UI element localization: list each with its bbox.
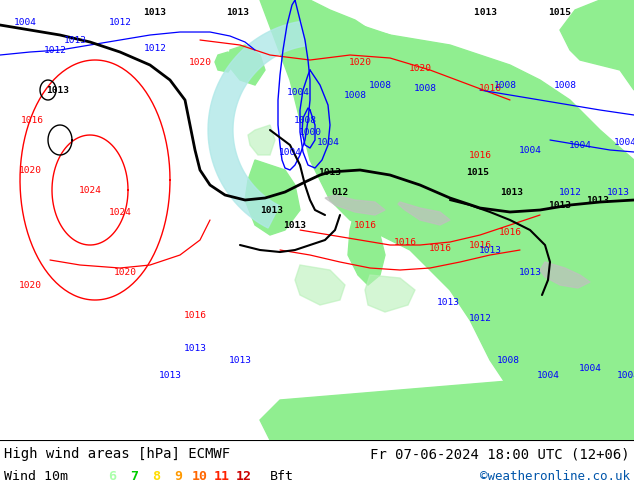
Text: 1013: 1013 [548,200,571,210]
Text: 1013: 1013 [436,297,460,307]
Polygon shape [540,262,590,288]
Text: 1020: 1020 [18,280,41,290]
Text: 1013: 1013 [63,35,86,45]
Text: 1013: 1013 [474,7,502,17]
Text: 1013: 1013 [46,86,70,95]
Text: 1008: 1008 [344,91,366,99]
Text: 1016: 1016 [469,150,491,160]
Text: 1012: 1012 [108,18,131,26]
Text: 1012: 1012 [559,188,581,196]
Text: 012: 012 [332,188,349,196]
Text: 7: 7 [130,469,138,483]
Text: 1020: 1020 [349,57,372,67]
Text: High wind areas [hPa] ECMWF: High wind areas [hPa] ECMWF [4,447,230,461]
Text: 8: 8 [152,469,160,483]
Polygon shape [295,265,345,305]
Polygon shape [208,22,305,228]
Text: 1000: 1000 [299,127,321,137]
Text: 1004: 1004 [614,138,634,147]
Text: 1004: 1004 [519,146,541,154]
Text: 1016: 1016 [20,116,44,124]
Text: 1013: 1013 [519,268,541,276]
Text: 1016: 1016 [394,238,417,246]
Polygon shape [228,45,265,85]
Text: 12: 12 [236,469,252,483]
Text: 1004: 1004 [569,141,592,149]
Text: 1013: 1013 [607,188,630,196]
Text: 1020: 1020 [18,166,41,174]
Polygon shape [348,210,385,285]
Polygon shape [260,0,634,440]
Text: 1012: 1012 [143,44,167,52]
Text: Fr 07-06-2024 18:00 UTC (12+06): Fr 07-06-2024 18:00 UTC (12+06) [370,447,630,461]
Text: 1013: 1013 [500,188,524,196]
Text: 1008: 1008 [553,80,576,90]
Text: 1013: 1013 [479,245,501,254]
Text: 1020: 1020 [188,57,212,67]
Text: 1016: 1016 [354,220,377,229]
Text: 1004: 1004 [278,147,302,156]
Text: 1020: 1020 [113,268,136,276]
Text: Bft: Bft [270,469,294,483]
Text: 1016: 1016 [469,241,491,249]
Polygon shape [398,202,450,225]
Polygon shape [325,195,385,215]
Text: 1013: 1013 [228,356,252,365]
Text: 1016: 1016 [429,244,451,252]
Polygon shape [270,0,400,100]
Text: 10: 10 [192,469,208,483]
Polygon shape [425,240,520,300]
Text: 1008: 1008 [368,80,392,90]
Text: 1004: 1004 [578,364,602,372]
Text: 1004: 1004 [536,370,559,380]
Text: 1024: 1024 [79,186,101,195]
Polygon shape [260,380,634,440]
Text: 1004: 1004 [316,138,339,147]
Polygon shape [560,0,634,90]
Text: 1013: 1013 [586,196,609,204]
Text: 1020: 1020 [408,64,432,73]
Text: 1013: 1013 [226,7,250,17]
Text: 1012: 1012 [469,314,491,322]
Text: 1013: 1013 [318,168,342,176]
Text: 1008: 1008 [413,83,436,93]
Polygon shape [510,265,634,340]
Text: Wind 10m: Wind 10m [4,469,68,483]
Text: 1013: 1013 [158,370,181,380]
Text: 1008: 1008 [493,80,517,90]
Text: 1004: 1004 [287,88,309,97]
Polygon shape [248,125,275,155]
Polygon shape [365,275,415,312]
Text: 1016: 1016 [183,311,207,319]
Text: 1013: 1013 [183,343,207,352]
Polygon shape [245,160,300,235]
Text: 1013: 1013 [261,205,283,215]
Text: 1015: 1015 [548,7,571,17]
Text: 1008: 1008 [294,116,316,124]
Text: 1015: 1015 [467,168,489,176]
Text: 1024: 1024 [108,207,131,217]
Text: 1004: 1004 [616,370,634,380]
Text: 9: 9 [174,469,182,483]
Text: 1012: 1012 [44,46,67,54]
Polygon shape [215,52,235,72]
Text: 11: 11 [214,469,230,483]
Text: ©weatheronline.co.uk: ©weatheronline.co.uk [480,469,630,483]
Text: 1004: 1004 [13,18,37,26]
Text: 1013: 1013 [143,7,167,17]
Text: 1016: 1016 [479,83,501,93]
Text: 1013: 1013 [283,220,306,229]
Text: 1008: 1008 [496,356,519,365]
Text: 1016: 1016 [498,227,522,237]
Text: 6: 6 [108,469,116,483]
